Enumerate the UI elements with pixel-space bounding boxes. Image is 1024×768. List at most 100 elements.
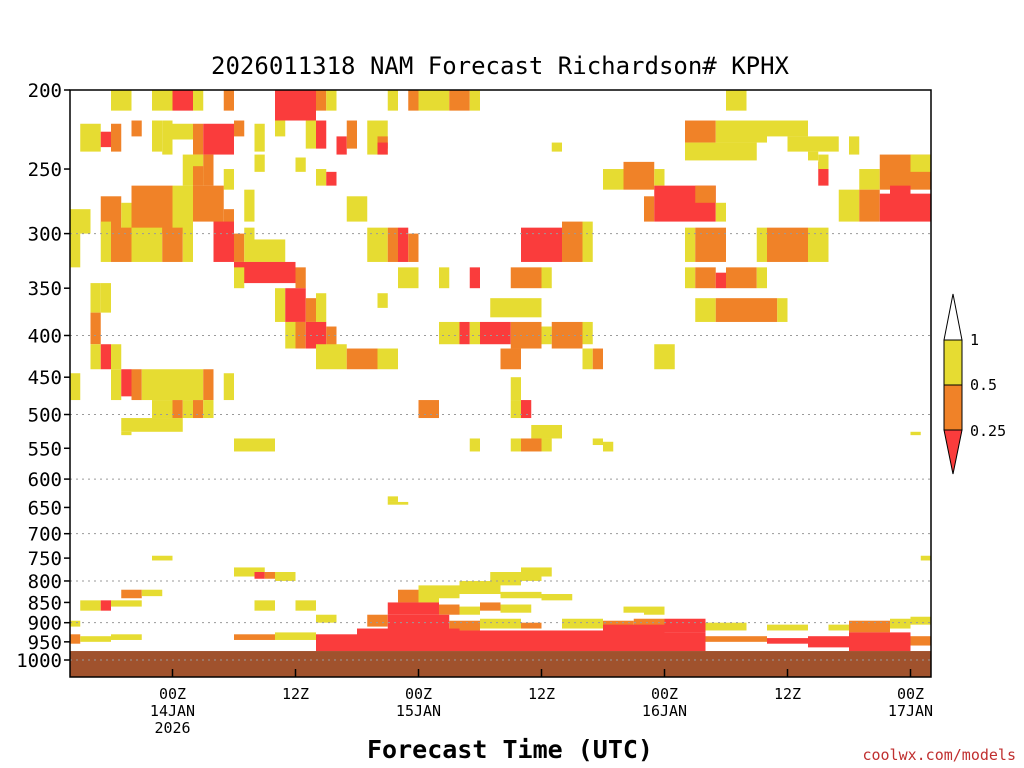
cell-yellow-101: [398, 267, 419, 289]
cell-orange-23: [234, 120, 245, 137]
cell-red-5: [275, 90, 316, 121]
cell-yellow-196: [521, 567, 542, 581]
cell-orange-82: [234, 233, 245, 262]
chart-title: 2026011318 NAM Forecast Richardson# KPHX: [211, 52, 790, 80]
cell-yellow-120: [695, 298, 716, 322]
cell-yellow-3: [193, 90, 204, 111]
cell-red-87: [398, 227, 409, 262]
cell-yellow-215: [644, 606, 665, 615]
cell-yellow-222: [480, 618, 521, 629]
cell-yellow-203: [439, 585, 460, 599]
cell-yellow-19: [162, 120, 173, 155]
cell-orange-210: [439, 604, 460, 615]
cell-orange-43: [203, 154, 214, 186]
cell-orange-147: [346, 348, 378, 370]
y-tick-label: 200: [28, 80, 62, 102]
cell-yellow-71: [838, 189, 860, 222]
cell-yellow-238: [111, 634, 142, 640]
cell-yellow-199: [500, 591, 542, 599]
cell-yellow-38: [787, 136, 839, 152]
y-tick-label: 450: [28, 367, 62, 389]
x-tick-label: 17JAN: [888, 702, 933, 720]
cell-orange-31: [377, 136, 388, 149]
cell-yellow-50: [603, 169, 624, 190]
cell-red-49: [326, 171, 337, 186]
cell-yellow-113: [100, 283, 111, 313]
cell-orange-193: [121, 589, 142, 599]
x-tick-label: 12Z: [282, 685, 309, 703]
color-legend: 1 0.5 0.25: [943, 293, 1006, 475]
cell-yellow-117: [316, 293, 327, 322]
y-axis: 200 250 300 350 400 450 500 550 600 650 7007508008…: [16, 80, 70, 672]
cell-yellow-24: [254, 123, 265, 152]
cell-yellow-20: [172, 123, 193, 140]
y-tick-label: 850: [28, 592, 62, 614]
cell-yellow-179: [541, 438, 552, 452]
cell-yellow-35: [715, 120, 767, 143]
cell-yellow-158: [172, 369, 204, 401]
legend-swatch-orange: [943, 384, 963, 431]
cell-yellow-200: [541, 594, 573, 601]
cell-yellow-183: [387, 501, 409, 505]
cell-yellow-26: [305, 120, 316, 149]
cell-red-132: [459, 321, 470, 345]
cell-orange-69: [695, 185, 716, 203]
cell-orange-168: [418, 400, 439, 419]
cell-red-15: [100, 131, 111, 148]
cell-yellow-46: [254, 154, 265, 172]
x-tick-label: 16JAN: [642, 702, 687, 720]
cell-orange-201: [398, 589, 419, 603]
cell-yellow-25: [275, 120, 286, 137]
cell-red-220: [387, 614, 450, 633]
cell-orange-64: [223, 209, 234, 234]
cell-yellow-172: [121, 431, 132, 436]
y-tick-label: 400: [28, 325, 62, 347]
cell-yellow-138: [582, 321, 593, 345]
cell-yellow-106: [685, 267, 696, 289]
x-tick-label: 12Z: [528, 685, 555, 703]
credit-link[interactable]: coolwx.com/models: [862, 746, 1016, 764]
cell-yellow-70: [715, 202, 726, 222]
cell-yellow-145: [111, 344, 122, 370]
cell-red-241: [316, 634, 357, 652]
cell-yellow-18: [152, 120, 163, 152]
cell-yellow-217: [70, 620, 81, 627]
y-tick-label: 750: [28, 548, 62, 570]
cell-red-242: [357, 628, 460, 652]
cell-orange-156: [131, 369, 142, 401]
cell-yellow-211: [459, 606, 480, 615]
cell-yellow-157: [141, 369, 173, 401]
cell-yellow-165: [182, 400, 193, 419]
cell-orange-236: [70, 634, 81, 644]
cell-yellow-160: [223, 373, 234, 401]
cell-yellow-218: [316, 614, 337, 623]
cell-yellow-133: [469, 321, 480, 345]
cell-red-205: [100, 600, 111, 611]
cell-yellow-78: [131, 227, 163, 262]
cell-orange-159: [203, 369, 214, 401]
cell-orange-9: [408, 90, 419, 111]
cell-yellow-202: [418, 585, 439, 603]
cell-orange-4: [223, 90, 234, 111]
cell-red-227: [664, 618, 706, 633]
cell-orange-212: [480, 602, 501, 611]
cell-yellow-52: [654, 169, 665, 186]
cell-yellow-118: [377, 293, 388, 308]
cell-orange-178: [521, 438, 542, 452]
cell-yellow-148: [377, 348, 398, 370]
cell-orange-107: [695, 267, 716, 289]
cell-orange-104: [510, 267, 542, 289]
cell-yellow-131: [439, 321, 460, 345]
cell-red-53: [818, 161, 829, 186]
cell-red-89: [521, 227, 562, 262]
cell-yellow-55: [859, 169, 880, 190]
cell-orange-191: [264, 572, 275, 579]
cell-yellow-173: [531, 424, 562, 439]
cell-red-73: [879, 193, 931, 222]
legend-label: 0.25: [970, 422, 1006, 440]
cell-orange-86: [387, 227, 398, 262]
cell-yellow-8: [387, 90, 398, 111]
cell-yellow-91: [582, 221, 593, 262]
cell-orange-151: [592, 348, 603, 370]
